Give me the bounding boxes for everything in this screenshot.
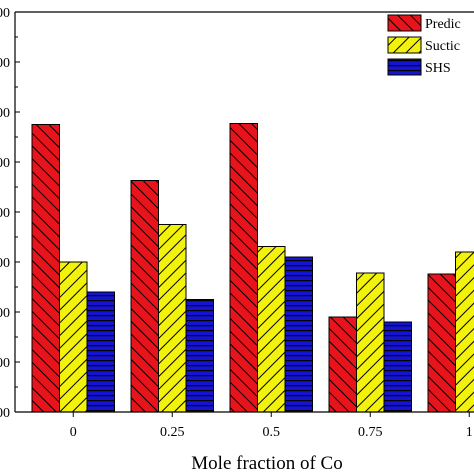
y-tick-label: 00 [0,206,10,221]
bar-shs-1 [185,299,214,413]
legend: Predic Suctic SHS [387,14,461,76]
legend-swatch-shs [387,58,422,76]
bar-suctic-2 [257,246,286,413]
bar-predic-0 [31,124,60,413]
legend-label-suctic: Suctic [425,39,460,54]
bar-suctic-0 [59,261,88,413]
bar-shs-0 [86,291,115,413]
legend-swatch-suctic [387,36,422,54]
x-tick-label-3: 0.75 [358,425,383,440]
y-tick-label: 00 [0,106,10,121]
y-tick-label: 00 [0,156,10,171]
x-tick-label-0: 0 [70,425,77,440]
y-tick-label: 00 [0,406,10,421]
x-tick-label-4: 1 [466,425,473,440]
y-tick-label: 00 [0,256,10,271]
bar-suctic-3 [356,272,385,413]
bar-suctic-1 [158,224,187,413]
bar-predic-1 [130,180,159,413]
y-tick-label: 00 [0,306,10,321]
legend-label-shs: SHS [425,61,451,76]
bars-layer [31,123,474,413]
y-tick-label: 00 [0,56,10,71]
legend-label-predic: Predic [425,17,461,32]
bar-predic-3 [328,316,357,413]
bar-predic-4 [427,273,456,413]
y-tick-label: 00 [0,6,10,21]
bar-shs-3 [383,321,412,413]
legend-swatch-predic [387,14,422,32]
bar-shs-2 [284,256,313,413]
bar-suctic-4 [455,251,474,413]
y-tick-label: 00 [0,356,10,371]
bar-predic-2 [229,123,258,413]
x-axis-label: Mole fraction of Co [191,453,342,474]
x-tick-label-2: 0.5 [263,425,281,440]
x-tick-label-1: 0.25 [160,425,185,440]
